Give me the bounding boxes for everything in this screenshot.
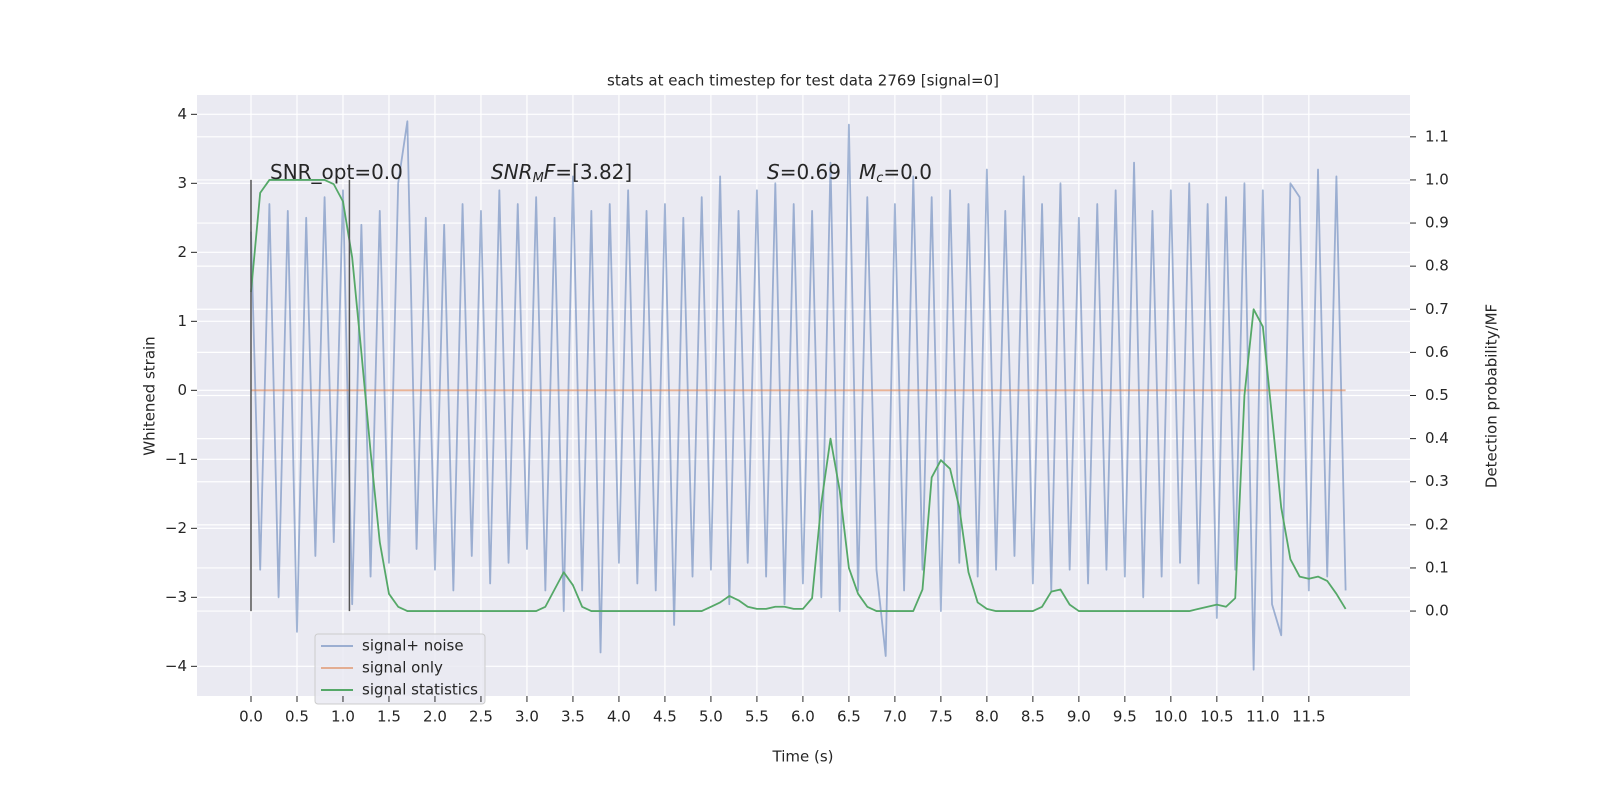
y-tick-label: 1: [177, 312, 187, 330]
y2-tick-label: 1.1: [1425, 127, 1449, 145]
annotation-text: =0.69: [780, 160, 841, 184]
x-tick-label: 2.0: [423, 708, 447, 726]
y-axis-label: Whitened strain: [141, 336, 159, 455]
annotation: SNR_opt=0.0: [270, 160, 403, 184]
annotation-text: SNR: [491, 160, 533, 184]
annotation: SNRMF=[3.82]: [491, 160, 632, 186]
y-tick-label: 3: [177, 174, 187, 192]
y2-tick-label: 0.2: [1425, 515, 1449, 533]
annotation-text: M: [859, 160, 876, 184]
annotation-text: S: [767, 160, 780, 184]
y-tick-label: −2: [165, 519, 187, 537]
legend-label: signal statistics: [362, 681, 478, 699]
y2-tick-label: 0.5: [1425, 386, 1449, 404]
y2-tick-label: 0.0: [1425, 602, 1449, 620]
y2-tick-label: 0.1: [1425, 558, 1449, 576]
x-tick-label: 0.0: [239, 708, 263, 726]
y2-tick-label: 0.6: [1425, 343, 1449, 361]
x-tick-label: 7.0: [883, 708, 907, 726]
y-tick-label: 2: [177, 243, 187, 261]
annotation-text: =0.0: [883, 160, 932, 184]
x-tick-label: 11.0: [1246, 708, 1279, 726]
annotation-text: F: [544, 160, 556, 184]
x-tick-label: 7.5: [929, 708, 953, 726]
y-tick-label: 0: [177, 381, 187, 399]
x-tick-label: 5.5: [745, 708, 769, 726]
x-tick-label: 8.5: [1021, 708, 1045, 726]
y2-tick-label: 0.4: [1425, 429, 1449, 447]
marks: [250, 120, 1347, 671]
x-tick-label: 10.0: [1154, 708, 1187, 726]
x-tick-label: 3.0: [515, 708, 539, 726]
annotation-text: =[3.82]: [555, 160, 632, 184]
annotation: Mc=0.0: [859, 160, 932, 186]
y2-axis-label: Detection probability/MF: [1483, 304, 1501, 488]
x-tick-label: 5.0: [699, 708, 723, 726]
x-axis-label: Time (s): [772, 748, 834, 766]
x-tick-label: 10.5: [1200, 708, 1233, 726]
y2-tick-label: 0.9: [1425, 214, 1449, 232]
chart-title: stats at each timestep for test data 276…: [607, 72, 999, 90]
x-tick-label: 1.0: [331, 708, 355, 726]
annotation: S=0.69: [767, 160, 841, 184]
x-tick-label: 0.5: [285, 708, 309, 726]
legend: signal+ noise signal only signal statistic…: [314, 633, 486, 705]
annotation-subscript: M: [533, 171, 544, 186]
series-line: [250, 179, 1347, 612]
y2-tick-label: 0.3: [1425, 472, 1449, 490]
series-line: [250, 120, 1347, 671]
x-tick-label: 9.0: [1067, 708, 1091, 726]
y2-tick-label: 0.8: [1425, 257, 1449, 275]
legend-label: signal+ noise: [362, 637, 464, 655]
y2-tick-label: 0.7: [1425, 300, 1449, 318]
legend-box: [314, 633, 486, 705]
x-tick-label: 4.5: [653, 708, 677, 726]
x-tick-label: 6.0: [791, 708, 815, 726]
x-tick-label: 11.5: [1292, 708, 1325, 726]
y-tick-label: 4: [177, 105, 187, 123]
y-tick-label: −4: [165, 657, 187, 675]
x-tick-label: 6.5: [837, 708, 861, 726]
x-tick-label: 1.5: [377, 708, 401, 726]
x-tick-label: 4.0: [607, 708, 631, 726]
x-tick-label: 9.5: [1113, 708, 1137, 726]
y-tick-label: −1: [165, 450, 187, 468]
annotation-text: SNR_opt=0.0: [270, 160, 403, 184]
annotation-subscript: c: [876, 171, 883, 186]
x-tick-label: 3.5: [561, 708, 585, 726]
legend-label: signal only: [362, 659, 443, 677]
x-tick-label: 8.0: [975, 708, 999, 726]
y2-tick-label: 1.0: [1425, 170, 1449, 188]
y-tick-label: −3: [165, 588, 187, 606]
x-tick-label: 2.5: [469, 708, 493, 726]
